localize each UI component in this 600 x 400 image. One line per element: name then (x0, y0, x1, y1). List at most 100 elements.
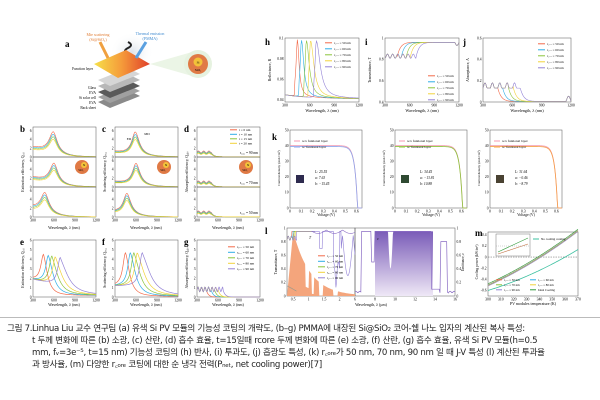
y-tick-label: -0.2 (481, 266, 487, 270)
function-layer-label: Function layer (72, 67, 94, 71)
x-tick-label: 0.6 (554, 210, 559, 214)
y-axis-label: Absorption efficiency, Qₐᵦₛ (185, 247, 190, 289)
y-tick-label: 4 (30, 168, 32, 172)
emittance-line-left (311, 229, 356, 234)
y-axis-label: Extinction efficiency, Qₑₓₜ (21, 248, 26, 287)
x-tick-label: 0 (289, 210, 291, 214)
x-tick-label: 0.3 (321, 210, 326, 214)
jv-curve-with-layer (395, 146, 467, 209)
x-tick-label: 300 (30, 219, 36, 223)
jv-curve-without-layer (290, 145, 362, 209)
x-tick-label: 1200 (567, 104, 575, 108)
caption-line: 과 방사율, (m) 다양한 r꜀ₒᵣₑ 코팅에 대한 순 냉각 전력(Pₙₑₜ… (32, 360, 322, 370)
series-line-rcore (196, 286, 260, 298)
x-tick-label: 900 (539, 104, 545, 108)
y-tick-label: 1 (194, 286, 196, 290)
y-tick-label: 40 (390, 144, 394, 148)
y-tick-label: 0.06 (277, 78, 283, 82)
particle-core-label: Si (83, 164, 86, 167)
x-tick-label: 300 (282, 104, 288, 108)
inset-line (497, 243, 529, 255)
series-line-rcore (196, 286, 260, 298)
particle-shell-label: SiO₂ (78, 169, 83, 172)
y-tick-label: 30 (485, 160, 489, 164)
y-tick-label: 40 (485, 144, 489, 148)
x-tick-label: 900 (72, 219, 78, 223)
y-tick-label: 10 (390, 191, 394, 195)
y-tick-label: 2 (112, 176, 114, 180)
legend-entry: r꜀ₒᵣₑ = 50 nm (334, 41, 351, 45)
y-tick-label-right: 0.4 (457, 267, 462, 271)
y-tick-label: 0 (194, 155, 196, 159)
x-axis-label: Wavelength, λ (nm) (48, 302, 80, 308)
series-line-rcore (482, 82, 572, 102)
lab-b-value: b: −8.79 (515, 182, 528, 186)
y-tick-label: 2 (194, 206, 196, 210)
y-axis-label: Cooling power (kW/m²) (475, 244, 479, 280)
y-tick-label: 30 (285, 160, 289, 164)
x-tick-label: 1200 (92, 219, 100, 223)
y-tick-label: 6 (112, 238, 114, 242)
series-line-rcore (196, 286, 260, 298)
y-tick-label: 0.6 (477, 36, 482, 40)
x-tick-label: 900 (431, 104, 437, 108)
plot-frame (489, 129, 563, 209)
x-axis-label: Voltage (V) (317, 213, 335, 217)
cooling-power-line (487, 228, 579, 285)
y-tick-label: 2 (194, 176, 196, 180)
y-tick-label: 0 (112, 155, 114, 159)
y-tick-label: 20 (390, 175, 394, 179)
y-tick-label: 6 (112, 129, 114, 133)
x-tick-label: 1200 (174, 299, 182, 303)
x-tick-label: 0.5 (448, 210, 453, 214)
x-tick-label: 900 (236, 219, 242, 223)
particle-shell-label: SiO₂ (160, 169, 165, 172)
legend-entry: r꜀ₒᵣₑ = 50 nm (547, 42, 564, 46)
divider (0, 317, 600, 318)
y-tick-label: 40 (285, 144, 289, 148)
emittance-area (375, 231, 433, 296)
x-tick-label: 1200 (92, 299, 100, 303)
figure-caption: 그림 7.Linhua Liu 교수 연구팀 (a) 유색 Si PV 모듈의 … (0, 323, 600, 371)
x-tick-label: 600 (307, 104, 313, 108)
y-tick-label: 0 (284, 294, 286, 298)
x-tick-label: 330 (524, 298, 530, 302)
legend-entry: r꜀ₒᵣₑ = 90 nm (437, 98, 454, 102)
inset-line (497, 237, 529, 253)
series-line-t (114, 197, 179, 218)
legend-entry: r꜀ₒᵣₑ = 80 nm (334, 59, 351, 63)
y-tick-label: 50 (485, 128, 489, 132)
x-tick-label: 0.3 (521, 210, 526, 214)
y-tick-label: 0 (30, 155, 32, 159)
y-tick-label: 4 (112, 198, 114, 202)
series-line-rcore (114, 252, 179, 296)
y-tick-label: 0 (30, 185, 32, 189)
y-axis-label: Extinction efficiency, Qₑₓₜ (21, 152, 26, 191)
layer-label: EVA (89, 101, 96, 105)
y-tick-label: 2 (194, 276, 196, 280)
y-tick-label: 1 (30, 286, 32, 290)
scatter-arrow-icon (98, 41, 110, 59)
legend-entry: r꜀ₒᵣₑ = 70 nm (547, 54, 564, 58)
particle-core (193, 57, 203, 67)
x-tick-label: 300 (480, 104, 486, 108)
y-axis-label: Scattering efficiency, Qₛ꜀ₐ (103, 152, 108, 192)
y-tick-label-right: 0.8 (457, 240, 462, 244)
x-axis-label: Wavelength, λ (nm) (48, 225, 80, 231)
series-line-rcore (114, 252, 179, 297)
legend-entry: r꜀ₒᵣₑ = 80 nm (437, 92, 454, 96)
y-tick-label: 4 (194, 138, 196, 142)
x-tick-label: 340 (537, 298, 543, 302)
y-tick-label: 4 (112, 168, 114, 172)
zoom-cone (150, 52, 192, 76)
y-tick-label: 0.08 (277, 57, 283, 61)
series-line-t (32, 169, 97, 188)
y-tick-label: 0 (487, 206, 489, 210)
y-axis-label: Current density (mA/cm²) (277, 150, 281, 185)
panel-label: b (20, 124, 25, 134)
legend-entry: r꜀ₒᵣₑ = 80 nm (547, 60, 564, 64)
legend-entry: r꜀ₒᵣₑ = 60 nm (538, 278, 554, 282)
legend-entry: r꜀ₒᵣₑ = 50 nm (237, 245, 254, 249)
y-tick-label: 1 (284, 226, 286, 230)
